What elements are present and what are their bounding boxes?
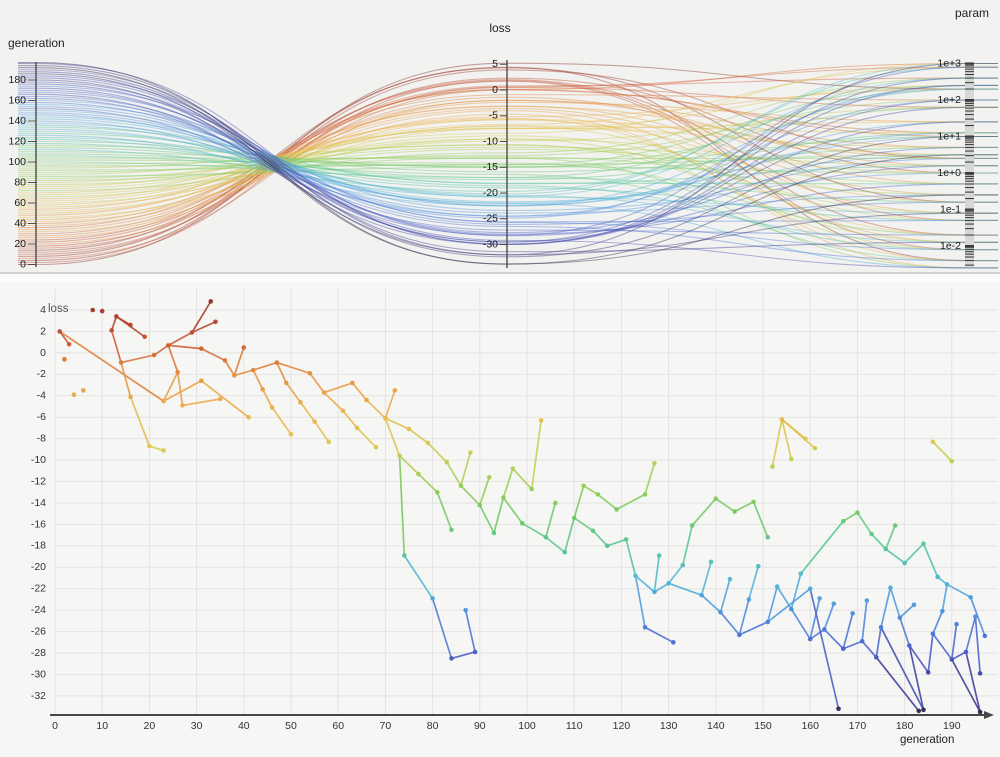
loss-vs-generation-panel: loss generation	[0, 282, 1000, 757]
parcoords-axis-title-generation[interactable]: generation	[8, 36, 65, 50]
scatter-y-axis-title: loss	[48, 303, 69, 315]
parcoords-axis-title-param[interactable]: param	[954, 6, 990, 20]
scatter-canvas[interactable]	[0, 282, 1000, 757]
parcoords-canvas[interactable]	[0, 0, 1000, 272]
parallel-coordinates-panel: generation loss param	[0, 0, 1000, 272]
parcoords-axis-title-loss[interactable]: loss	[489, 21, 511, 35]
scatter-x-axis-title: generation	[900, 734, 955, 746]
panel-divider	[0, 272, 1000, 282]
